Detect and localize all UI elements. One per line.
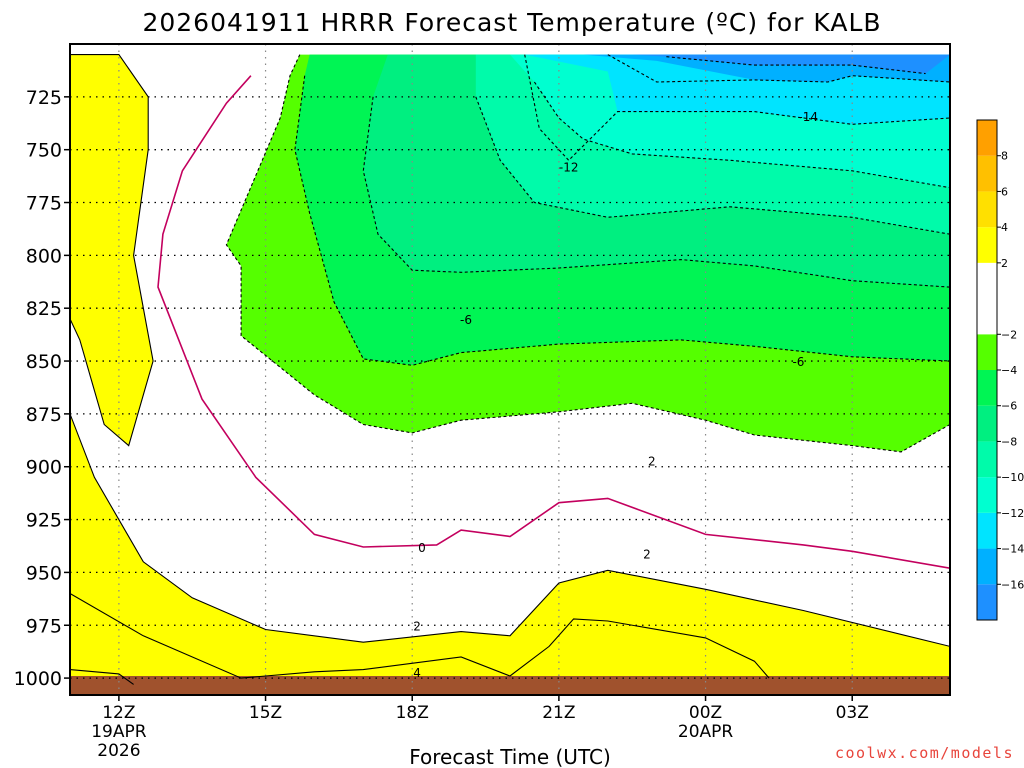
contour-minus6-line [362,96,950,288]
colorbar-band [977,334,997,370]
chart-title: 2026041911 HRRR Forecast Temperature (ºC… [142,8,881,37]
gridlines [70,44,950,695]
colorbar-band [977,477,997,513]
field-upper-warm [70,54,154,446]
x-tick-label-15Z: 15Z [249,703,282,723]
y-axis: 725 750 775 800 825 850 875 900 925 950 975 1000 [14,87,70,690]
contour-minus12-line [524,54,950,162]
x-tick-date-00Z: 20APR [678,722,734,742]
surface-ground [70,676,950,695]
contour-label-minus6-line: -6 [460,313,472,327]
y-tick-label-900: 900 [26,457,62,479]
contour-label-minus14-line: -14 [798,110,818,124]
contour-lines: 0 2 -6 -6 -12 -14 2 2 4 [70,54,950,685]
contour-minus16-line [666,56,926,75]
y-tick-label-725: 725 [26,87,62,109]
contour-label-zero-line: 0 [418,541,426,555]
colorbar-band [977,405,997,442]
plot-frame [69,43,951,696]
x-tick-label-00Z: 00Z [689,703,722,723]
credit-text: coolwx.com/models [835,744,1014,762]
x-axis-label: Forecast Time (UTC) [409,745,611,768]
x-tick-label-03Z: 03Z [836,703,869,723]
contour-label-plus4-line: 4 [413,666,421,680]
colorbar-label: 8 [1001,150,1008,163]
colorbar-band [977,441,997,478]
x-tick-label-21Z: 21Z [542,703,575,723]
contour-minus14-line [607,54,950,83]
y-tick-label-750: 750 [26,140,62,162]
colorbar-label: −6 [1001,400,1017,413]
colorbar-band [977,370,997,406]
colorbar-band [977,512,997,549]
contour-plus6-line [70,669,134,685]
contour-label-minus6-line-b: -6 [792,355,804,369]
field-cold-below-16 [632,54,950,74]
colorbar-label: −4 [1001,364,1017,377]
colorbar-band [977,548,997,585]
colorbar-label: −8 [1001,435,1017,448]
y-tick-label-875: 875 [26,404,62,426]
colorbar-label: 6 [1001,185,1008,198]
y-tick-label-950: 950 [26,562,62,584]
colorbar-label: 4 [1001,221,1008,234]
colorbar-band [977,584,997,620]
colorbar-band [977,262,997,335]
colorbar-label: −14 [1001,543,1024,556]
contour-minus8-line [475,96,950,235]
y-tick-label-775: 775 [26,193,62,215]
contour-label-minus2-line: 2 [648,454,656,468]
contour-plus2-line-upper [70,54,154,447]
y-tick-label-825: 825 [26,298,62,320]
y-tick-label-800: 800 [26,245,62,267]
x-tick-date-12Z: 19APR [91,722,147,742]
colorbar-label: −10 [1001,471,1024,484]
contour-plus4-line [70,593,770,679]
temperature-fields [70,54,950,685]
colorbar-band [977,155,997,192]
colorbar-label: −16 [1001,578,1024,591]
x-tick-year-12Z: 2026 [97,741,140,761]
contour-label-plus2-line: 2 [413,619,421,633]
x-tick-label-12Z: 12Z [102,703,135,723]
y-tick-label-850: 850 [26,351,62,373]
colorbar-band [977,227,997,263]
contour-minus4-line [294,75,950,366]
colorbar-band [977,120,997,156]
contour-minus10-line [533,81,950,189]
colorbar-label: −12 [1001,507,1024,520]
y-tick-label-925: 925 [26,510,62,532]
contour-minus2-line [225,54,950,453]
colorbar-label: 2 [1001,257,1008,270]
contour-label-minus12-line: -12 [559,161,579,175]
colorbar: 8 6 4 2 −2 −4 −6 −8 −10 −12 −14 −16 [976,119,1024,621]
contour-zero-line [157,75,950,569]
contour-plus2-line [70,413,950,647]
x-tick-label-18Z: 18Z [396,703,429,723]
y-tick-label-975: 975 [26,615,62,637]
field-warm-2-4 [70,413,950,685]
colorbar-label: −2 [1001,328,1017,341]
colorbar-band [977,191,997,228]
contour-label-plus2-line-upper: 2 [643,547,651,561]
y-tick-label-1000: 1000 [14,668,62,690]
